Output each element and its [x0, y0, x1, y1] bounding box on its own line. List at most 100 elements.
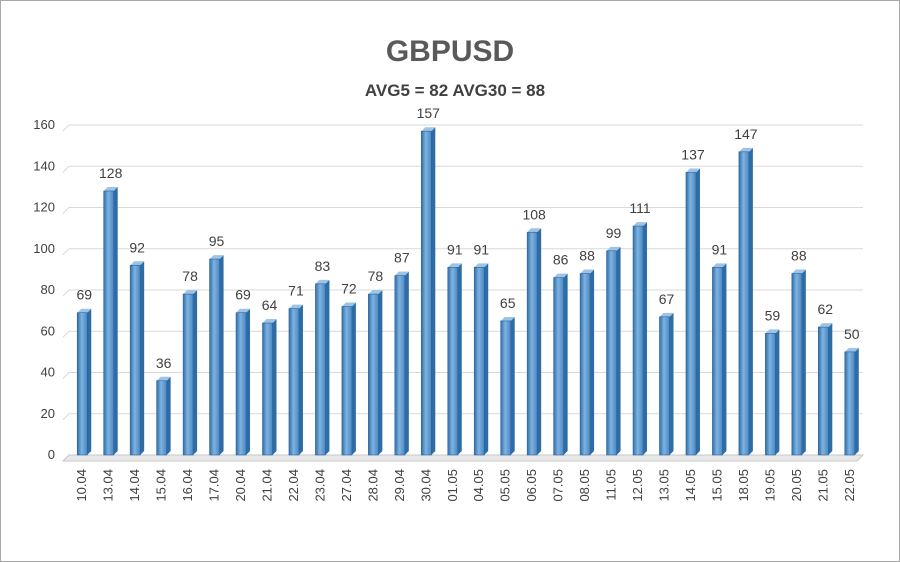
bar-front — [473, 267, 485, 456]
x-tick-label: 30.04 — [418, 469, 433, 502]
bar-side — [140, 261, 145, 455]
bar-side — [246, 308, 251, 455]
bar — [288, 304, 303, 456]
x-tick-label: 15.05 — [709, 469, 724, 502]
bar-side — [351, 302, 356, 455]
bar-top — [103, 187, 118, 191]
bar-front — [103, 190, 114, 456]
bar — [817, 323, 833, 456]
bar-front — [341, 306, 353, 456]
bar — [526, 228, 542, 456]
bar-side — [457, 263, 462, 455]
bar-side — [537, 228, 542, 455]
bar-top — [818, 323, 833, 328]
chart-floor — [61, 454, 865, 462]
bar-front — [553, 277, 564, 456]
data-label: 87 — [394, 250, 410, 266]
y-tick-label: 60 — [41, 323, 55, 338]
data-label: 111 — [629, 200, 650, 216]
gridline-depth — [62, 413, 70, 421]
x-tick-label: 13.04 — [101, 469, 116, 502]
bar-side — [404, 271, 409, 455]
data-label: 64 — [262, 297, 278, 313]
data-label: 157 — [417, 105, 441, 121]
bar-top — [394, 271, 409, 276]
data-label: 62 — [818, 301, 834, 317]
bar — [685, 168, 700, 456]
x-tick-label: 19.05 — [762, 469, 777, 502]
bar-front — [288, 308, 300, 456]
bar-front — [606, 250, 617, 456]
bar — [738, 147, 753, 456]
data-label: 72 — [341, 281, 357, 297]
gridlines — [61, 124, 865, 462]
x-tick-label: 15.04 — [154, 469, 169, 502]
bar-top — [156, 376, 171, 381]
x-tick-label: 22.05 — [842, 469, 857, 502]
bar-front — [368, 293, 379, 456]
bar-side — [643, 222, 648, 455]
x-tick-label: 13.05 — [657, 469, 672, 502]
bar-front — [315, 283, 326, 456]
bar — [606, 246, 621, 456]
bar-top — [844, 347, 859, 352]
data-label: 69 — [76, 287, 92, 303]
bar-side — [484, 263, 489, 455]
data-label: 86 — [553, 252, 569, 268]
bar-top — [368, 290, 383, 295]
bar-top — [288, 304, 303, 309]
bar — [262, 319, 277, 456]
bar-front — [712, 267, 723, 456]
bar-front — [526, 231, 538, 456]
bar-front — [262, 322, 273, 456]
bar-top — [500, 316, 515, 321]
data-label: 83 — [315, 258, 331, 274]
bar — [553, 273, 568, 456]
bar-side — [854, 347, 859, 455]
bar-side — [695, 168, 700, 455]
bar-front — [579, 273, 591, 456]
bar — [659, 312, 674, 456]
y-tick-label: 20 — [41, 406, 55, 421]
bar-side — [563, 273, 568, 455]
bar-side — [748, 147, 753, 455]
bar — [368, 290, 383, 456]
bar-side — [325, 279, 330, 455]
bar — [156, 376, 171, 456]
x-tick-label: 27.04 — [339, 469, 354, 502]
x-tick-label: 17.04 — [207, 469, 222, 502]
x-axis-ticks: 10.04 13.04 14.04 15.04 16.04 17.04 20.04 21.04… — [74, 469, 857, 502]
bar-side — [87, 308, 92, 455]
data-label: 147 — [734, 126, 758, 142]
bar-side — [828, 323, 833, 455]
gridline-depth — [62, 165, 70, 173]
x-tick-label: 18.05 — [736, 469, 751, 502]
bar-front — [76, 312, 88, 456]
bar — [447, 263, 462, 456]
x-tick-label: 14.05 — [683, 469, 698, 502]
y-tick-label: 120 — [33, 200, 55, 215]
bar-top — [315, 279, 330, 284]
bar-front — [447, 267, 459, 456]
bar-top — [633, 222, 648, 227]
gridline-depth — [62, 124, 70, 132]
y-tick-label: 100 — [33, 241, 55, 256]
bar-front — [209, 258, 220, 456]
gridline-depth — [62, 289, 70, 297]
x-tick-label: 12.05 — [630, 469, 645, 502]
gridline-depth — [62, 248, 70, 256]
bar-side — [775, 329, 780, 455]
data-label: 137 — [681, 146, 705, 162]
data-label: 65 — [500, 295, 516, 311]
x-tick-label: 20.04 — [233, 469, 248, 502]
bar-top — [606, 246, 621, 251]
data-label: 36 — [156, 355, 172, 371]
bar-side — [590, 269, 595, 455]
bar-side — [219, 255, 224, 455]
bar-side — [616, 246, 621, 455]
bar-front — [235, 312, 247, 456]
bar-side — [378, 290, 383, 455]
y-tick-label: 160 — [33, 117, 55, 132]
bar-side — [431, 127, 436, 455]
